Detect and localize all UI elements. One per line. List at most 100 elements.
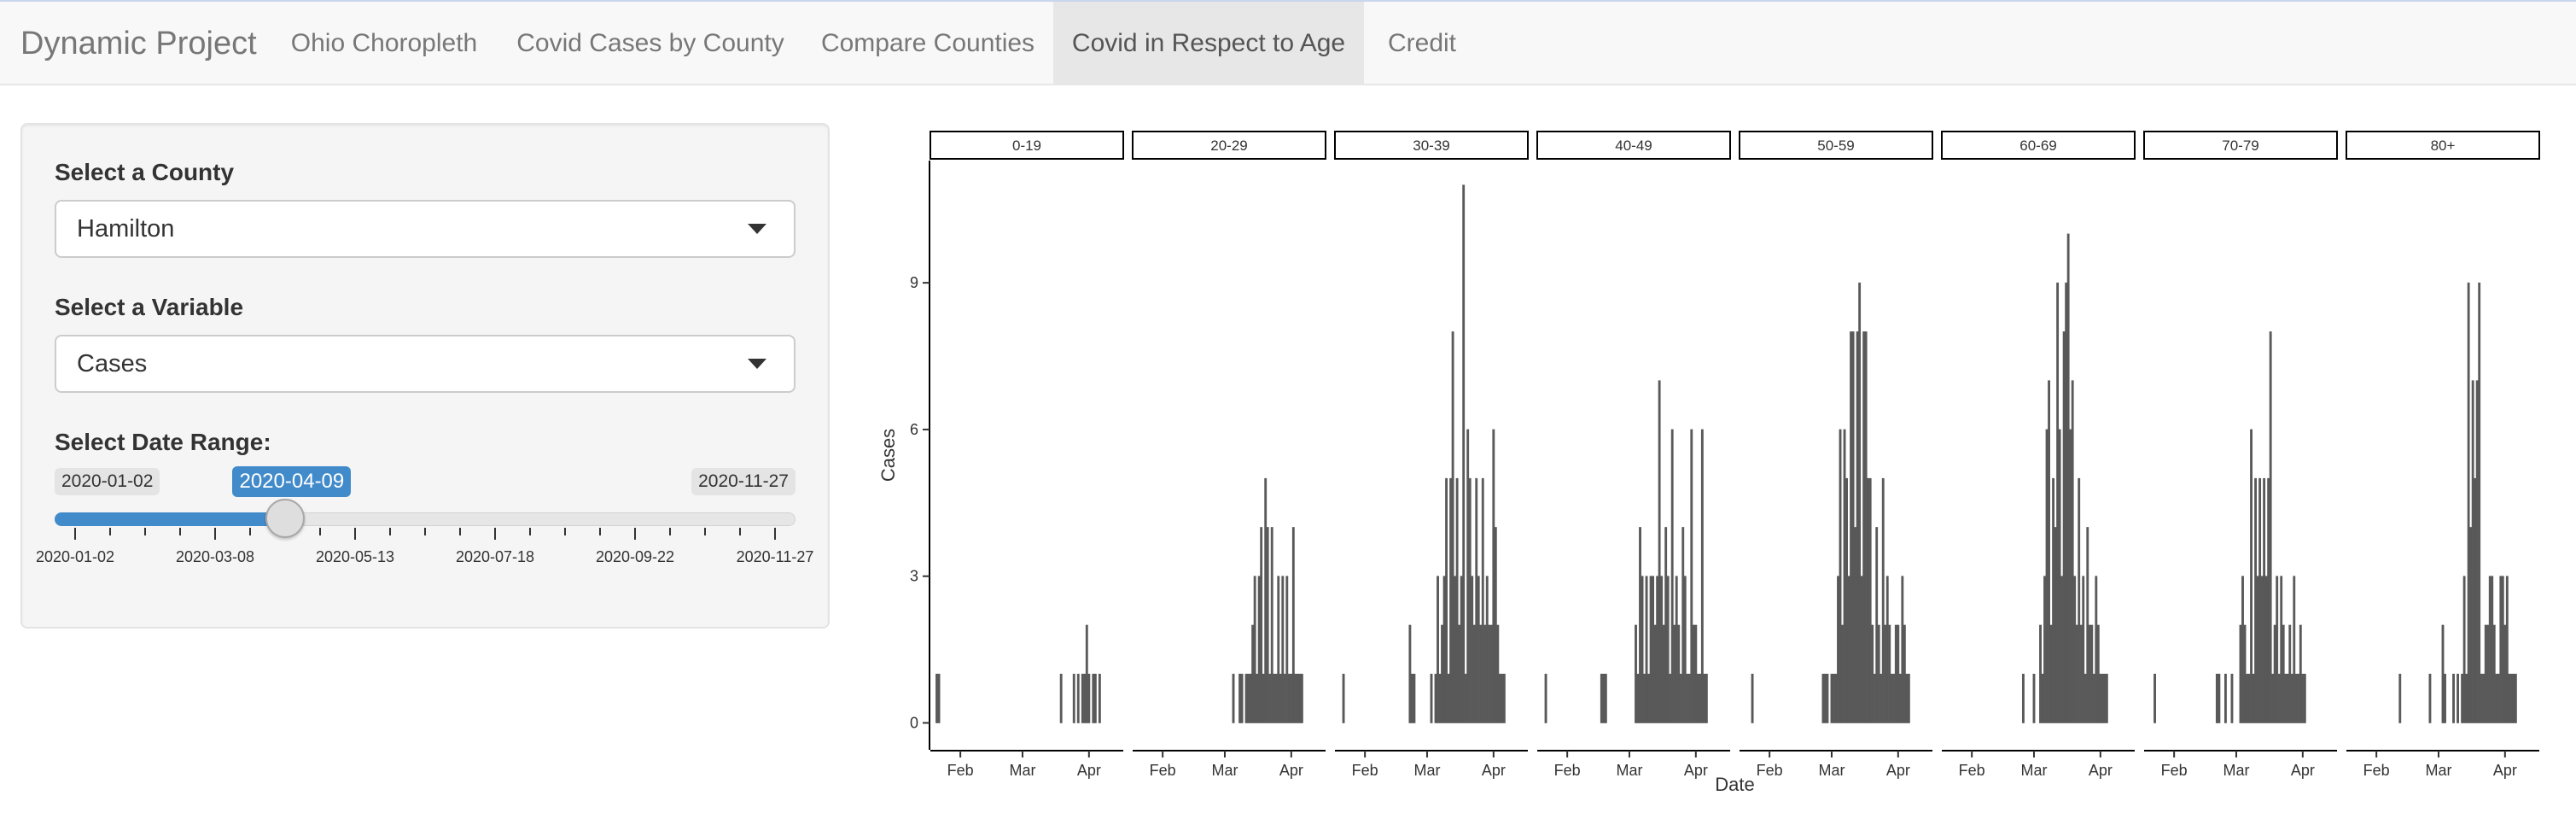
bar <box>2299 624 2302 723</box>
bar <box>1544 673 1547 723</box>
slider-handle[interactable] <box>265 499 306 538</box>
bar <box>2398 673 2402 723</box>
bar <box>1483 624 1487 723</box>
slider-grid-label: 2020-07-18 <box>455 548 535 565</box>
bar <box>1858 282 1862 723</box>
bar <box>1092 673 1095 723</box>
slider-tick <box>494 528 496 540</box>
bar <box>1751 673 1754 723</box>
bar <box>2288 624 2292 723</box>
bar <box>2260 576 2264 723</box>
bar <box>1662 624 1665 723</box>
bar <box>1464 673 1467 723</box>
x-axis-tick-label: Feb <box>1150 762 1176 779</box>
bar <box>1686 673 1689 723</box>
app-brand[interactable]: Dynamic Project <box>20 26 257 61</box>
county-select[interactable]: Hamilton <box>55 200 796 258</box>
chevron-down-icon <box>748 359 766 369</box>
bar <box>1460 576 1463 723</box>
slider-tick <box>564 528 566 535</box>
bar <box>1639 527 1641 723</box>
bar <box>2484 624 2487 723</box>
bar <box>2465 673 2468 723</box>
facet-strip-label: 80+ <box>2431 137 2456 154</box>
bar <box>2282 624 2285 723</box>
slider-current-label: 2020-04-09 <box>232 466 352 497</box>
bar <box>1821 673 1825 723</box>
bar <box>1885 576 1889 723</box>
bar <box>1458 624 1461 723</box>
slider-min-label: 2020-01-02 <box>55 468 160 495</box>
bar <box>2071 380 2074 723</box>
bar <box>2060 576 2064 723</box>
bar <box>1841 624 1844 723</box>
bar <box>2041 673 2044 723</box>
bar <box>2032 673 2036 723</box>
variable-select-value: Cases <box>77 350 148 377</box>
tab-ohio-choropleth[interactable]: Ohio Choropleth <box>290 29 478 57</box>
bar <box>1437 576 1439 723</box>
bar <box>1270 527 1273 723</box>
bar <box>2512 673 2515 723</box>
bar <box>2223 673 2227 723</box>
x-axis-tick-label: Apr <box>2291 762 2315 779</box>
variable-select[interactable]: Cases <box>55 335 796 393</box>
bar <box>1266 527 1269 723</box>
bar <box>1649 576 1652 723</box>
x-axis-tick-label: Mar <box>2425 762 2451 779</box>
bar <box>2052 477 2055 723</box>
bar <box>1666 576 1670 723</box>
bar <box>2280 576 2283 723</box>
slider-tick <box>774 528 776 540</box>
bar <box>1700 429 1704 723</box>
x-axis-tick-label: Feb <box>1959 762 1985 779</box>
tab-covid-in-respect-to-age[interactable]: Covid in Respect to Age <box>1053 2 1364 85</box>
facet-strip-label: 50-59 <box>1817 137 1854 154</box>
bar <box>1240 673 1244 723</box>
x-axis-tick-label: Apr <box>1279 762 1303 779</box>
bar <box>1442 576 1446 723</box>
bar <box>2505 576 2509 723</box>
bar <box>1076 673 1080 723</box>
bar <box>2501 576 2504 723</box>
bar <box>1232 673 1235 723</box>
bar <box>2497 673 2500 723</box>
bar <box>1298 673 1302 723</box>
bar <box>1643 673 1646 723</box>
slider-tick <box>459 528 461 535</box>
bar <box>2286 673 2289 723</box>
bar <box>1454 576 1457 723</box>
bar <box>1438 673 1442 723</box>
bar <box>1479 624 1483 723</box>
tab-compare-counties[interactable]: Compare Counties <box>820 29 1035 57</box>
bar <box>2471 380 2474 723</box>
bar <box>2469 527 2473 723</box>
bar <box>1451 331 1454 723</box>
bar <box>1905 673 1909 723</box>
bar <box>2078 477 2081 723</box>
bar <box>1268 673 1272 723</box>
bar <box>2508 673 2511 723</box>
bar <box>1696 673 1699 723</box>
bar <box>1247 673 1250 723</box>
bar <box>2475 380 2479 723</box>
bar <box>2215 673 2218 723</box>
x-axis-tick-label: Mar <box>1211 762 1238 779</box>
tab-covid-cases-by-county[interactable]: Covid Cases by County <box>516 29 784 57</box>
bar <box>1897 624 1900 723</box>
sidebar-panel: Select a County Hamilton Select a Variab… <box>20 123 830 629</box>
tab-credit[interactable]: Credit <box>1387 29 1457 57</box>
bar <box>1907 673 1910 723</box>
bar <box>1845 477 1848 723</box>
bar <box>1903 624 1906 723</box>
bar <box>1880 673 1883 723</box>
bar <box>2495 673 2498 723</box>
bar <box>2153 673 2156 723</box>
bar <box>2462 576 2466 723</box>
bar <box>1873 673 1876 723</box>
facet-strip <box>1739 131 1933 160</box>
slider-tick <box>354 528 356 540</box>
facet-strip <box>1334 131 1529 160</box>
x-axis-tick-label: Apr <box>1684 762 1708 779</box>
bar <box>1888 624 1891 723</box>
